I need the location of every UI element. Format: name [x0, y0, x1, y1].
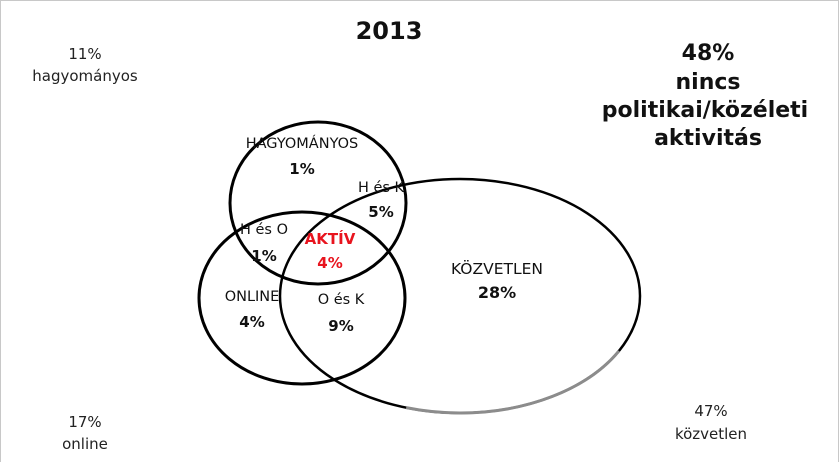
region-o-es-k-label: O és K: [317, 292, 365, 308]
no-activity-line3: aktivitás: [654, 126, 762, 151]
region-kozvetlen-label: KÖZVETLEN: [450, 260, 544, 278]
region-h-es-k-label: H és K: [357, 180, 405, 196]
region-online-label: ONLINE: [224, 289, 280, 305]
corner-traditional-label: hagyományos: [32, 67, 138, 85]
corner-online-label: online: [62, 435, 108, 453]
online-circle: [197, 210, 407, 386]
region-hagyomanyos-pct: 1%: [289, 160, 315, 178]
corner-direct-label: közvetlen: [674, 425, 748, 443]
region-o-es-k-pct: 9%: [328, 317, 354, 335]
region-online-pct: 4%: [239, 313, 265, 331]
region-h-es-o-label: H és O: [239, 222, 289, 238]
chart-title: 2013: [355, 17, 423, 45]
corner-online-pct: 17%: [68, 413, 102, 431]
kozvetlen-ellipse-overlap: [278, 177, 642, 415]
region-aktiv-label: AKTÍV: [304, 230, 356, 248]
region-kozvetlen-pct: 28%: [477, 283, 517, 302]
corner-traditional-pct: 11%: [68, 45, 102, 63]
no-activity-line2: politikai/közéleti: [601, 98, 809, 123]
region-h-es-o-pct: 1%: [251, 247, 277, 265]
corner-direct-pct: 47%: [694, 402, 728, 420]
hagyomanyos-circle: [228, 120, 408, 286]
region-aktiv-pct: 4%: [317, 254, 343, 272]
region-h-es-k-pct: 5%: [368, 203, 394, 221]
no-activity-line1: nincs: [675, 70, 741, 95]
no-activity-pct: 48%: [681, 41, 735, 66]
region-hagyomanyos-label: HAGYOMÁNYOS: [245, 136, 359, 152]
